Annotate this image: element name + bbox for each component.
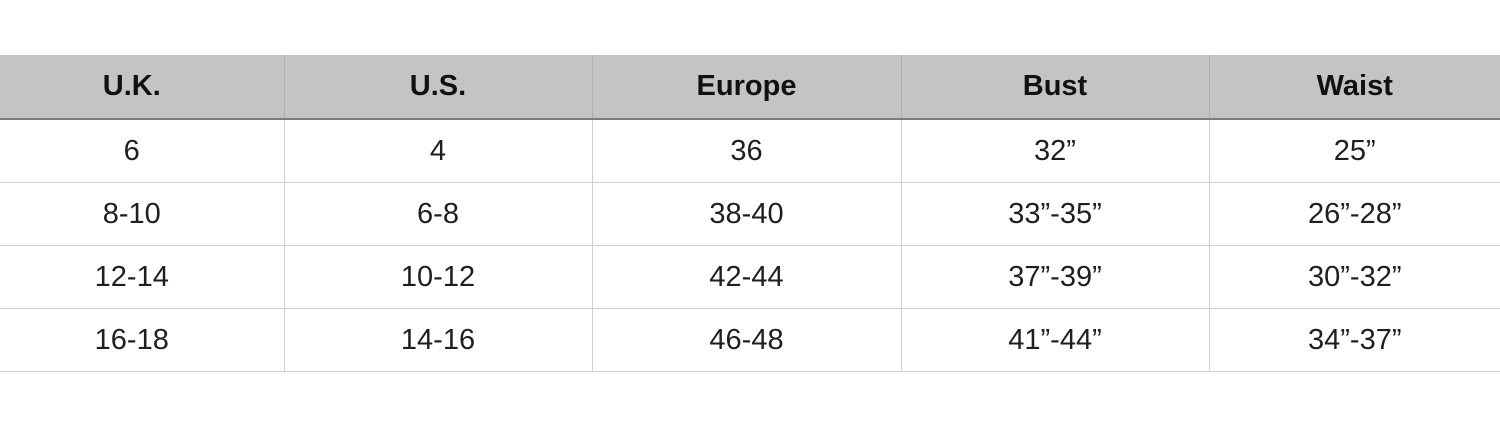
cell-us: 6-8 bbox=[283, 182, 592, 246]
table-header: U.K. U.S. Europe Bust Waist bbox=[0, 55, 1500, 120]
cell-uk: 16-18 bbox=[0, 308, 284, 372]
cell-bust: 37”-39” bbox=[900, 245, 1209, 309]
header-row: U.K. U.S. Europe Bust Waist bbox=[0, 55, 1500, 120]
cell-us: 4 bbox=[283, 119, 592, 183]
column-header-us: U.S. bbox=[283, 55, 592, 120]
size-chart-table: U.K. U.S. Europe Bust Waist 6 4 36 32” 2… bbox=[0, 55, 1500, 372]
size-chart: U.K. U.S. Europe Bust Waist 6 4 36 32” 2… bbox=[0, 55, 1500, 372]
column-header-europe: Europe bbox=[591, 55, 901, 120]
cell-europe: 46-48 bbox=[591, 308, 901, 372]
table-row: 16-18 14-16 46-48 41”-44” 34”-37” bbox=[0, 308, 1500, 372]
table-row: 12-14 10-12 42-44 37”-39” 30”-32” bbox=[0, 245, 1500, 309]
cell-uk: 6 bbox=[0, 119, 284, 183]
cell-waist: 25” bbox=[1208, 119, 1500, 183]
cell-europe: 36 bbox=[591, 119, 901, 183]
cell-us: 10-12 bbox=[283, 245, 592, 309]
cell-waist: 30”-32” bbox=[1208, 245, 1500, 309]
cell-europe: 38-40 bbox=[591, 182, 901, 246]
cell-bust: 33”-35” bbox=[900, 182, 1209, 246]
column-header-uk: U.K. bbox=[0, 55, 284, 120]
cell-waist: 26”-28” bbox=[1208, 182, 1500, 246]
column-header-waist: Waist bbox=[1208, 55, 1500, 120]
table-row: 6 4 36 32” 25” bbox=[0, 119, 1500, 183]
cell-bust: 32” bbox=[900, 119, 1209, 183]
cell-waist: 34”-37” bbox=[1208, 308, 1500, 372]
cell-uk: 8-10 bbox=[0, 182, 284, 246]
table-body: 6 4 36 32” 25” 8-10 6-8 38-40 33”-35” 26… bbox=[0, 119, 1500, 372]
cell-europe: 42-44 bbox=[591, 245, 901, 309]
cell-us: 14-16 bbox=[283, 308, 592, 372]
cell-uk: 12-14 bbox=[0, 245, 284, 309]
table-row: 8-10 6-8 38-40 33”-35” 26”-28” bbox=[0, 182, 1500, 246]
column-header-bust: Bust bbox=[900, 55, 1209, 120]
cell-bust: 41”-44” bbox=[900, 308, 1209, 372]
